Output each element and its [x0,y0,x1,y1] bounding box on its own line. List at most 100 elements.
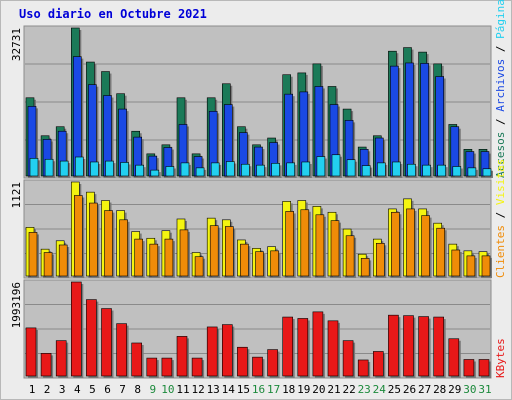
bar-clientes-day-1 [28,232,38,277]
bar-paginas-day-4 [75,156,84,177]
x-label-day-10: 10 [161,383,174,396]
bar-kbytes-day-9 [146,357,158,377]
bar-clientes-day-27 [421,215,430,277]
bar-archivos-day-28 [435,76,445,177]
bar-kbytes-day-13 [206,326,218,377]
bar-kbytes-day-15 [237,346,248,377]
bar-clientes-day-30 [466,255,476,277]
x-label-day-7: 7 [119,383,126,396]
x-label-day-1: 1 [29,383,36,396]
bar-paginas-day-18 [286,162,296,177]
bar-paginas-day-6 [105,160,114,177]
bar-clientes-day-26 [406,208,415,277]
bar-kbytes-day-20 [312,311,324,377]
bar-kbytes-day-2 [40,353,52,377]
x-label-day-16: 16 [252,383,265,396]
bar-kbytes-day-16 [252,356,263,377]
top-legend: Accesos / Archivos / Páginas [494,0,507,178]
bar-kbytes-day-27 [418,316,429,377]
bar-kbytes-day-11 [176,336,188,377]
bar-kbytes-day-23 [357,359,369,377]
bar-kbytes-day-22 [342,340,354,377]
bar-paginas-day-2 [44,158,54,177]
bar-kbytes-day-24 [372,351,384,377]
bar-paginas-day-28 [437,164,447,177]
bar-clientes-day-24 [375,242,385,277]
bar-paginas-day-1 [29,158,39,177]
x-label-day-15: 15 [237,383,250,396]
bar-kbytes-day-3 [55,340,67,377]
x-label-day-9: 9 [149,383,156,396]
bar-paginas-day-3 [59,160,69,177]
bar-clientes-day-17 [270,250,279,277]
middle-legend: Clientes / Visitas [494,159,507,278]
bar-clientes-day-10 [164,238,174,277]
bar-paginas-day-20 [316,156,326,177]
bar-kbytes-day-14 [222,324,233,377]
bar-clientes-day-19 [300,209,310,277]
bar-paginas-day-16 [256,164,265,177]
bar-kbytes-day-4 [71,281,82,377]
bar-paginas-day-15 [241,163,250,177]
x-label-day-22: 22 [342,383,355,396]
x-label-day-26: 26 [403,383,416,396]
x-label-day-23: 23 [358,383,371,396]
x-label-day-18: 18 [282,383,295,396]
bar-clientes-day-25 [391,211,400,277]
bar-kbytes-day-31 [478,359,490,377]
bar-archivos-day-25 [390,65,399,177]
x-label-day-8: 8 [134,383,141,396]
bar-clientes-day-16 [255,251,264,277]
bar-paginas-day-26 [407,163,416,177]
bottom-legend: KBytes [494,338,507,378]
bar-kbytes-day-1 [25,327,37,377]
bar-clientes-day-18 [285,211,295,277]
bar-kbytes-day-5 [86,299,97,377]
bar-clientes-day-2 [43,252,53,277]
x-label-day-6: 6 [104,383,111,396]
bar-paginas-day-19 [301,161,311,177]
bar-clientes-day-31 [481,255,491,277]
top-ymax-label: 32731 [10,28,23,61]
bar-clientes-day-20 [315,214,325,277]
bar-paginas-day-11 [180,162,190,177]
bar-kbytes-day-7 [116,323,127,377]
bar-paginas-day-10 [165,166,175,177]
x-label-day-24: 24 [373,383,387,396]
x-label-day-19: 19 [297,383,310,396]
bar-paginas-day-27 [422,164,431,177]
x-label-day-29: 29 [448,383,461,396]
bar-kbytes-day-30 [463,359,475,377]
bar-paginas-day-21 [331,154,341,177]
bar-kbytes-day-18 [282,316,294,377]
x-label-day-3: 3 [59,383,66,396]
bar-kbytes-day-25 [388,314,399,377]
bar-kbytes-day-12 [191,357,203,377]
legend-archivos: Archivos [494,59,507,112]
bar-paginas-day-30 [467,167,477,177]
bottom-ymax-label: 1993196 [10,282,23,328]
x-label-day-12: 12 [191,383,204,396]
bar-clientes-day-28 [436,227,446,277]
top-legend-separator-1: / [494,112,507,132]
x-label-day-13: 13 [207,383,220,396]
bar-clientes-day-23 [360,258,370,277]
bar-paginas-day-5 [90,161,99,177]
x-label-day-4: 4 [74,383,81,396]
bar-kbytes-day-6 [101,308,112,377]
bar-paginas-day-29 [452,166,462,177]
bar-kbytes-day-17 [267,349,278,377]
bar-kbytes-day-29 [448,338,460,377]
bar-archivos-day-27 [420,63,429,177]
legend-visitas: Visitas [494,159,507,205]
bar-paginas-day-24 [376,162,386,177]
chart-title: Uso diario en Octubre 2021 [19,7,207,21]
bar-clientes-day-12 [194,256,204,277]
bar-clientes-day-15 [240,243,249,277]
bar-paginas-day-23 [361,165,371,177]
bar-kbytes-day-28 [433,316,445,377]
bar-paginas-day-9 [150,169,160,177]
x-label-day-2: 2 [44,383,51,396]
bar-clientes-day-6 [104,210,113,277]
